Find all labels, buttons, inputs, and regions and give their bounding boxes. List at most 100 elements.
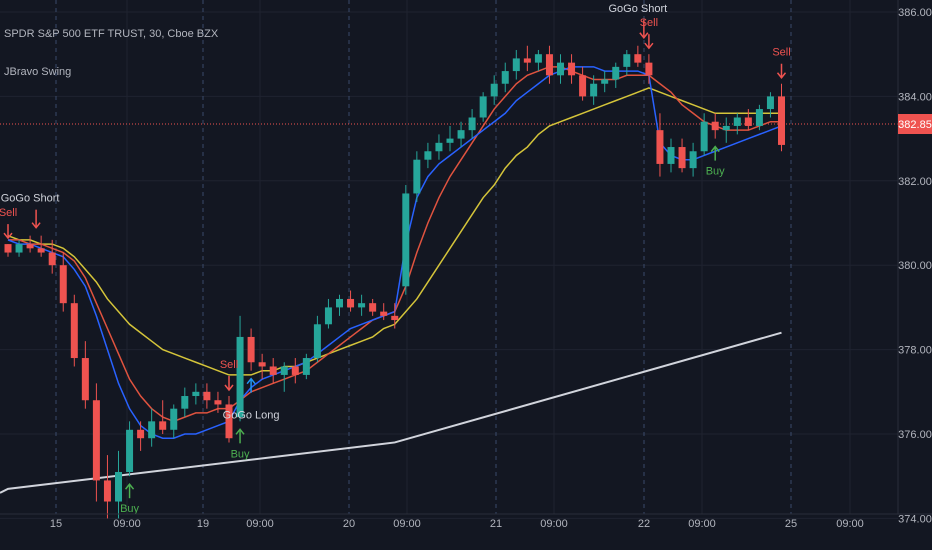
candle-body bbox=[170, 408, 178, 430]
candle-body bbox=[269, 366, 277, 375]
symbol-title[interactable]: SPDR S&P 500 ETF TRUST, 30, Cboe BZX bbox=[4, 28, 219, 40]
candle-body bbox=[579, 75, 587, 97]
candle-body bbox=[501, 71, 509, 84]
short-arrow-head bbox=[639, 32, 649, 39]
time-tick-label: 15 bbox=[50, 518, 62, 530]
candle-body bbox=[689, 151, 697, 169]
candle-body bbox=[733, 117, 741, 126]
price-tick-label: 376.00 bbox=[898, 429, 932, 441]
time-axis[interactable]: 15 09:00 19 09:00 20 09:00 21 09:00 22 09:00 25 09:… bbox=[50, 518, 864, 530]
candle-body bbox=[424, 151, 432, 160]
candle-body bbox=[214, 400, 222, 405]
candle-body bbox=[766, 96, 774, 110]
candle-body bbox=[711, 121, 719, 131]
time-tick-label: 09:00 bbox=[246, 518, 274, 530]
time-tick-label: 22 bbox=[638, 518, 650, 530]
time-tick-label: 19 bbox=[197, 518, 209, 530]
candle-body bbox=[512, 58, 520, 72]
buy-label: Buy bbox=[231, 448, 250, 460]
candle-body bbox=[380, 311, 388, 316]
sell-label: Sell bbox=[772, 47, 790, 59]
candle-body bbox=[557, 62, 564, 76]
candle-body bbox=[126, 429, 134, 472]
time-tick-label: 09:00 bbox=[393, 518, 421, 530]
candle-body bbox=[479, 96, 487, 118]
long-arrow-head bbox=[246, 377, 256, 385]
candle-body bbox=[391, 315, 399, 321]
candle-body bbox=[324, 307, 332, 325]
candle-body bbox=[534, 54, 542, 63]
candle-body bbox=[302, 358, 310, 375]
candle-body bbox=[545, 54, 553, 76]
candle-body bbox=[313, 324, 321, 359]
buy-label: Buy bbox=[706, 166, 725, 178]
candle-body bbox=[402, 193, 410, 287]
candle-body bbox=[678, 147, 686, 169]
candle-body bbox=[347, 298, 355, 308]
candle-body bbox=[225, 404, 233, 439]
last-price-label: 382.85 bbox=[898, 119, 932, 131]
candle-body bbox=[634, 54, 642, 63]
candle-body bbox=[291, 366, 299, 375]
candle-body bbox=[70, 303, 78, 359]
candle-body bbox=[192, 391, 200, 397]
time-tick-label: 20 bbox=[343, 518, 355, 530]
time-tick-label: 09:00 bbox=[836, 518, 864, 530]
price-tick-label: 382.00 bbox=[898, 176, 932, 188]
candle-body bbox=[15, 244, 23, 253]
price-tick-label: 374.00 bbox=[898, 513, 932, 525]
candle-body bbox=[612, 66, 620, 80]
candle-body bbox=[490, 83, 498, 97]
candle-body bbox=[48, 252, 56, 266]
candle-body bbox=[115, 471, 122, 502]
candle-body bbox=[645, 62, 653, 76]
candle-body bbox=[446, 138, 454, 143]
sell-arrow-head bbox=[3, 232, 13, 240]
price-tick-label: 380.00 bbox=[898, 260, 932, 272]
candle-body bbox=[358, 303, 366, 308]
candle-body bbox=[258, 362, 266, 367]
price-tick-label: 386.00 bbox=[898, 7, 932, 19]
candle-body bbox=[148, 421, 156, 439]
candle-body bbox=[667, 147, 675, 164]
price-axis[interactable]: 386.00 384.00 382.00 380.00 378.00 376.00 374.… bbox=[898, 7, 932, 525]
candle-body bbox=[81, 358, 89, 401]
time-tick-label: 09:00 bbox=[540, 518, 568, 530]
candle-body bbox=[656, 130, 664, 164]
candle-body bbox=[26, 244, 34, 249]
gogo-short-label: GoGo Short bbox=[608, 3, 667, 15]
candle-body bbox=[601, 79, 609, 84]
candle-body bbox=[700, 121, 708, 152]
candle-body bbox=[236, 336, 244, 418]
buy-arrow-head bbox=[710, 145, 720, 153]
sell-label: Sell bbox=[0, 207, 17, 219]
time-tick-label: 21 bbox=[490, 518, 502, 530]
candle-body bbox=[37, 248, 45, 253]
short-arrow-head bbox=[31, 222, 41, 229]
buy-label: Buy bbox=[120, 503, 139, 515]
price-tick-label: 384.00 bbox=[898, 91, 932, 103]
sell-arrow-head bbox=[644, 42, 654, 50]
candle-body bbox=[468, 117, 476, 131]
candle-body bbox=[103, 480, 111, 502]
candle-body bbox=[457, 130, 465, 139]
buy-arrow-head bbox=[235, 428, 245, 435]
sell-arrow-head bbox=[776, 72, 787, 79]
candle-body bbox=[523, 58, 531, 63]
candle-body bbox=[159, 421, 167, 430]
sma-line bbox=[0, 331, 782, 494]
candle-body bbox=[369, 303, 377, 312]
candle-body bbox=[413, 159, 421, 194]
candle-body bbox=[623, 54, 631, 67]
candle-body bbox=[92, 400, 100, 481]
buy-arrow-head bbox=[124, 482, 135, 490]
candle-body bbox=[590, 83, 598, 97]
sma-200-line bbox=[0, 331, 782, 494]
indicator-label[interactable]: JBravo Swing bbox=[4, 66, 72, 78]
candle-body bbox=[336, 298, 343, 308]
candle-body bbox=[280, 366, 288, 375]
signal-markers: Sell GoGo Short Buy Sell Buy GoGo Long GoGo Sh… bbox=[0, 3, 791, 515]
candle-body bbox=[181, 396, 189, 409]
candle-body bbox=[435, 142, 443, 152]
